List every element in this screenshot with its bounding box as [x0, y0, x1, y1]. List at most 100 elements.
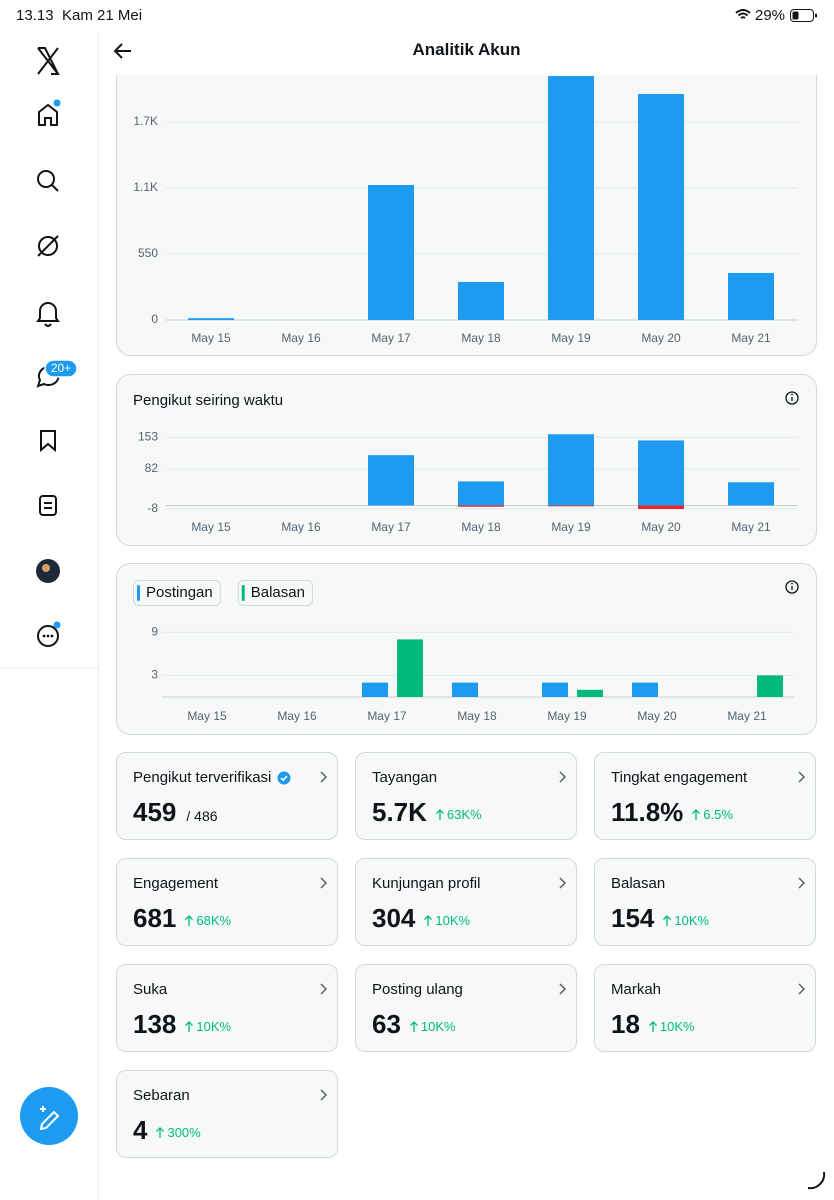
notifications-icon[interactable] — [36, 302, 60, 327]
stat-card[interactable]: Sebaran 4 300% — [116, 1070, 338, 1158]
bar — [728, 272, 774, 320]
lists-icon[interactable] — [39, 495, 57, 516]
info-circle — [785, 580, 799, 594]
bar — [548, 434, 594, 506]
more-icon[interactable] — [37, 625, 59, 647]
x-tick-label: May 17 — [371, 520, 411, 534]
info-circle — [785, 391, 799, 405]
more-dots — [42, 634, 54, 638]
badge — [44, 359, 78, 378]
stat-label: Sebaran — [133, 1087, 190, 1104]
time: 13.13 — [16, 7, 54, 24]
info-icon[interactable] — [785, 580, 799, 594]
charts: 0 550 1.1K 1.7K May 15 May 16 May 17 May 18 May … — [116, 0, 817, 735]
chevron — [798, 983, 806, 995]
stat-value-row: 304 10K% — [372, 903, 470, 934]
bar — [548, 505, 594, 507]
stat-label: Balasan — [611, 875, 666, 892]
stat-value: 681 — [133, 903, 177, 933]
stat-value: 5.7K — [372, 797, 427, 827]
stat-label-row: Balasan — [611, 875, 665, 892]
bookmarks-icon[interactable] — [40, 430, 56, 453]
stat-card[interactable]: Suka 138 10K% — [116, 964, 338, 1052]
bar — [452, 682, 478, 697]
stat-value-row: 154 10K% — [611, 903, 709, 934]
stat-label-row: Engagement — [133, 875, 218, 892]
stat-value: 138 — [133, 1009, 177, 1039]
messages-badge: 20+ — [51, 361, 71, 375]
battery-icon — [790, 9, 817, 22]
bar — [368, 455, 414, 506]
stat-change: 68K% — [184, 913, 231, 928]
stat-card[interactable]: Pengikut terverifikasi 459 / 486 — [116, 752, 338, 840]
stat-change: 10K% — [662, 913, 709, 928]
stat-label: Tayangan — [372, 769, 438, 786]
home-icon[interactable] — [38, 103, 58, 126]
stat-card[interactable]: Tingkat engagement 11.8% 6.5% — [594, 752, 816, 840]
y-tick-label: 0 — [151, 312, 158, 326]
x-tick-label: May 19 — [551, 520, 591, 534]
x-tick-label: May 19 — [547, 709, 587, 723]
bar — [368, 185, 414, 320]
stat-card[interactable]: Kunjungan profil 304 10K% — [355, 858, 577, 946]
stat-value-row: 5.7K 63K% — [372, 797, 482, 828]
x-tick-label: May 17 — [371, 331, 411, 345]
stat-change: 63K% — [435, 807, 482, 822]
stat-card[interactable]: Markah 18 10K% — [594, 964, 816, 1052]
bar — [188, 318, 234, 320]
battery-level: 29% — [755, 7, 786, 24]
x-tick-label: May 20 — [641, 331, 681, 345]
x-tick-label: May 20 — [637, 709, 677, 723]
status-bar: 13.13 Kam 21 Mei 29% — [0, 0, 834, 32]
stat-card[interactable]: Engagement 681 68K% — [116, 858, 338, 946]
y-tick-label: 1.7K — [133, 114, 158, 128]
stat-card[interactable]: Balasan 154 10K% — [594, 858, 816, 946]
info-icon[interactable] — [785, 391, 799, 405]
up-arrow — [648, 1021, 657, 1032]
stat-label-row: Suka — [133, 981, 167, 998]
stat-change: 10K% — [184, 1019, 231, 1034]
stat-card[interactable]: Tayangan 5.7K 63K% — [355, 752, 577, 840]
x-tick-label: May 20 — [641, 520, 681, 534]
chevron — [798, 877, 806, 889]
y-tick-label: 1.1K — [133, 180, 158, 194]
stat-label-row: Sebaran — [133, 1087, 190, 1104]
stat-value-row: 138 10K% — [133, 1009, 231, 1040]
notification-dot — [53, 99, 61, 107]
x-logo[interactable] — [37, 47, 60, 75]
stat-change: 10K% — [648, 1019, 695, 1034]
bar — [542, 682, 568, 697]
y-tick-label: 550 — [138, 246, 158, 260]
chevron — [320, 771, 328, 783]
stat-label-row: Tayangan — [372, 769, 437, 786]
bar — [728, 482, 774, 506]
chevron — [320, 1089, 328, 1101]
x-tick-label: May 18 — [461, 331, 501, 345]
stat-change-value: 6.5% — [703, 807, 733, 822]
grok-icon[interactable] — [37, 235, 59, 257]
search-icon[interactable] — [37, 170, 59, 192]
stat-value: 459 — [133, 797, 177, 827]
back-button[interactable] — [113, 41, 133, 61]
stat-label-row: Markah — [611, 981, 661, 998]
bar — [632, 682, 658, 697]
x-tick-label: May 15 — [191, 520, 231, 534]
wifi-icon — [735, 9, 751, 19]
info-dot — [791, 582, 793, 585]
x-tick-label: May 21 — [727, 709, 767, 723]
stat-change-value: 10K% — [420, 1019, 456, 1034]
stat-value-row: 459 / 486 — [133, 797, 218, 828]
legend-item: Postingan — [133, 580, 221, 606]
avatar-face — [42, 564, 50, 572]
stat-label: Tingkat engagement — [611, 769, 748, 786]
stat-change: 300% — [155, 1125, 201, 1140]
legend-label: Balasan — [251, 584, 305, 601]
up-arrow — [409, 1021, 418, 1032]
stat-card[interactable]: Posting ulang 63 10K% — [355, 964, 577, 1052]
bar — [638, 505, 684, 509]
x-tick-label: May 18 — [457, 709, 497, 723]
bar — [458, 281, 504, 320]
stat-value-row: 63 10K% — [372, 1009, 456, 1040]
stat-change-value: 10K% — [674, 913, 710, 928]
